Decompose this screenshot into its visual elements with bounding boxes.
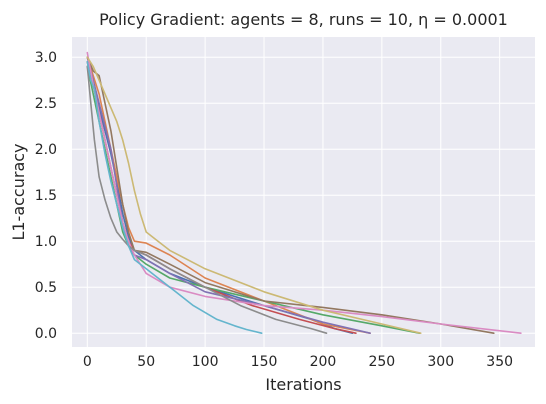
y-tick-label: 2.5 (35, 96, 57, 112)
series-line-10 (86, 60, 263, 335)
x-tick-labels: 0 50 100 150 200 250 300 350 (83, 354, 513, 370)
y-tick-label: 1.5 (35, 188, 57, 204)
y-tick-label: 0.0 (35, 326, 57, 342)
x-tick-label: 0 (83, 354, 92, 370)
y-tick-label: 2.0 (35, 142, 57, 158)
chart-title: Policy Gradient: agents = 8, runs = 10, … (99, 10, 508, 29)
y-tick-label: 1.0 (35, 234, 57, 250)
y-tick-label: 3.0 (35, 50, 57, 66)
series-line-9 (86, 56, 422, 335)
x-axis-label: Iterations (265, 375, 341, 394)
y-tick-label: 0.5 (35, 280, 57, 296)
x-tick-label: 300 (427, 354, 454, 370)
x-tick-label: 250 (368, 354, 395, 370)
x-tick-label: 100 (192, 354, 219, 370)
grid-y (72, 56, 535, 334)
x-tick-label: 150 (251, 354, 278, 370)
series-line-7 (86, 51, 522, 335)
y-axis-label: L1-accuracy (9, 143, 28, 240)
x-tick-label: 350 (486, 354, 513, 370)
x-tick-label: 200 (310, 354, 337, 370)
series-line-2 (86, 56, 371, 335)
plot-area (72, 37, 535, 347)
grid-x (86, 37, 501, 347)
series-layer (86, 51, 522, 335)
x-tick-label: 50 (137, 354, 155, 370)
y-tick-labels: 0.0 0.5 1.0 1.5 2.0 2.5 3.0 (35, 50, 57, 342)
